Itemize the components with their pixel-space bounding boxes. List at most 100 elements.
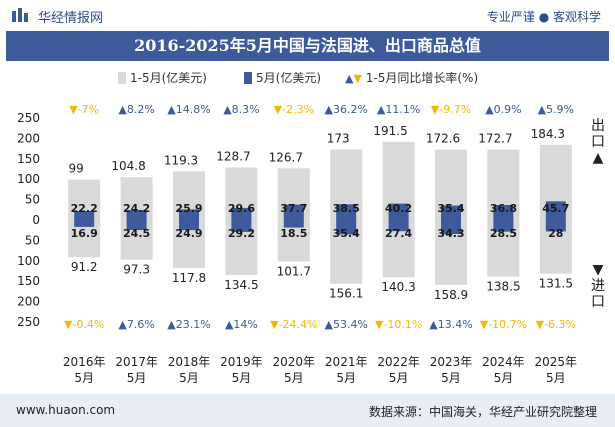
- category-label-year: 2017年: [115, 355, 158, 369]
- import-growth-label: ▲14%: [225, 318, 258, 331]
- ytd-export-value-label: 128.7: [216, 149, 250, 163]
- month-import-bar: [441, 220, 461, 234]
- month-export-bar: [545, 201, 566, 220]
- ytd-import-value-label: 117.8: [172, 271, 206, 285]
- month-export-value-label: 45.7: [542, 202, 569, 215]
- ytd-export-value-label: 99: [69, 162, 84, 176]
- y-tick-label: 50: [25, 233, 40, 247]
- month-import-bar: [493, 220, 514, 232]
- ytd-import-value-label: 131.5: [539, 277, 573, 291]
- month-import-value-label: 28.5: [490, 227, 517, 240]
- category-label-month: 5月: [232, 371, 252, 385]
- legend-item-growth: ▲▼ 1-5月同比增长率(%): [345, 69, 478, 86]
- month-import-bar: [231, 220, 252, 232]
- ytd-import-value-label: 138.5: [486, 280, 520, 294]
- category-label-month: 5月: [179, 371, 199, 385]
- export-growth-label: ▼-2.3%: [274, 103, 314, 116]
- export-growth-label: ▲36.2%: [324, 103, 367, 116]
- chart-title: 2016-2025年5月中国与法国进、出口商品总值: [134, 36, 481, 55]
- y-tick-label: 250: [17, 111, 40, 125]
- y-tick-label: 0: [32, 213, 40, 227]
- category-label-year: 2019年: [220, 355, 263, 369]
- chart-legend: 1-5月(亿美元) 5月(亿美元) ▲▼ 1-5月同比增长率(%): [0, 66, 615, 88]
- category-label-year: 2024年: [482, 355, 525, 369]
- month-export-value-label: 24.2: [123, 202, 150, 215]
- month-import-value-label: 18.5: [280, 227, 307, 240]
- ytd-import-value-label: 91.2: [71, 260, 98, 274]
- ytd-import-value-label: 156.1: [329, 287, 363, 301]
- legend-label-month: 5月(亿美元): [256, 71, 321, 85]
- brand-name: 华经情报网: [38, 11, 104, 26]
- chart-plot: 250 200 150 100 50 0 50 100 150 200 250 99 91.2 22.2 1…: [17, 103, 578, 385]
- month-export-bar: [74, 210, 95, 220]
- ytd-export-value-label: 191.5: [373, 124, 407, 138]
- export-growth-label: ▲8.3%: [223, 103, 259, 116]
- ytd-export-value-label: 172.6: [426, 132, 460, 146]
- export-growth-label: ▲5.9%: [538, 103, 574, 116]
- month-export-value-label: 36.8: [490, 202, 517, 215]
- legend-triangle-down-icon: ▼: [353, 72, 362, 85]
- ytd-import-value-label: 158.9: [434, 288, 468, 302]
- export-growth-label: ▼-9.7%: [431, 103, 471, 116]
- y-tick-label: 150: [17, 152, 40, 166]
- month-export-value-label: 25.9: [175, 202, 202, 215]
- month-export-bar: [283, 204, 304, 220]
- month-import-value-label: 34.3: [437, 227, 464, 240]
- y-tick-label: 100: [17, 172, 40, 186]
- import-growth-label: ▼-10.1%: [375, 318, 422, 331]
- ytd-import-value-label: 134.5: [224, 278, 258, 292]
- logo-icon: [12, 8, 28, 22]
- ytd-export-value-label: 104.8: [111, 159, 145, 173]
- category-label-year: 2018年: [168, 355, 211, 369]
- ytd-export-value-label: 119.3: [164, 153, 198, 167]
- export-growth-label: ▲14.8%: [167, 103, 210, 116]
- month-import-bar: [74, 220, 95, 227]
- ytd-export-value-label: 172.7: [478, 132, 512, 146]
- footer-source: 数据来源：中国海关，华经产业研究院整理: [368, 405, 597, 419]
- export-growth-label: ▲0.9%: [485, 103, 521, 116]
- month-export-value-label: 37.7: [280, 202, 307, 215]
- month-export-value-label: 40.2: [385, 202, 412, 215]
- y-tick-label: 50: [25, 193, 40, 207]
- category-label-month: 5月: [336, 371, 356, 385]
- category-label-month: 5月: [441, 371, 461, 385]
- export-growth-label: ▲11.1%: [377, 103, 420, 116]
- month-import-value-label: 24.9: [175, 227, 202, 240]
- month-import-bar: [545, 220, 566, 232]
- import-growth-label: ▼-0.4%: [64, 318, 104, 331]
- month-import-value-label: 35.4: [333, 227, 360, 240]
- month-import-bar: [283, 220, 304, 228]
- month-import-value-label: 28: [548, 227, 563, 240]
- y-tick-label: 100: [17, 254, 40, 268]
- import-growth-label: ▼-6.3%: [536, 318, 576, 331]
- category-label-month: 5月: [127, 371, 147, 385]
- legend-item-month: 5月(亿美元): [244, 69, 321, 86]
- month-export-value-label: 38.5: [333, 202, 360, 215]
- top-header: 华经情报网 专业严谨 ● 客观科学: [0, 0, 615, 30]
- month-export-bar: [336, 204, 357, 220]
- category-label-month: 5月: [494, 371, 514, 385]
- export-growth-label: ▼-7%: [69, 103, 99, 116]
- import-side-label: ▼进口: [591, 262, 605, 310]
- y-tick-label: 250: [17, 315, 40, 329]
- month-export-bar: [126, 210, 147, 220]
- ytd-export-value-label: 184.3: [531, 127, 565, 141]
- legend-item-ytd: 1-5月(亿美元): [118, 69, 207, 86]
- category-label-month: 5月: [389, 371, 409, 385]
- import-growth-label: ▲7.6%: [118, 318, 154, 331]
- category-label-year: 2022年: [377, 355, 420, 369]
- import-growth-label: ▼-10.7%: [480, 318, 527, 331]
- month-import-value-label: 27.4: [385, 227, 412, 240]
- import-growth-label: ▲13.4%: [429, 318, 472, 331]
- footer-bar: www.huaon.com 数据来源：中国海关，华经产业研究院整理: [0, 394, 615, 427]
- month-export-value-label: 22.2: [71, 202, 98, 215]
- month-export-value-label: 35.4: [437, 202, 464, 215]
- legend-label-ytd: 1-5月(亿美元): [130, 71, 207, 85]
- y-tick-label: 200: [17, 131, 40, 145]
- category-label-year: 2016年: [63, 355, 106, 369]
- category-label-year: 2025年: [535, 355, 578, 369]
- category-label-month: 5月: [546, 371, 566, 385]
- month-export-bar: [493, 204, 514, 220]
- month-export-bar: [441, 205, 461, 220]
